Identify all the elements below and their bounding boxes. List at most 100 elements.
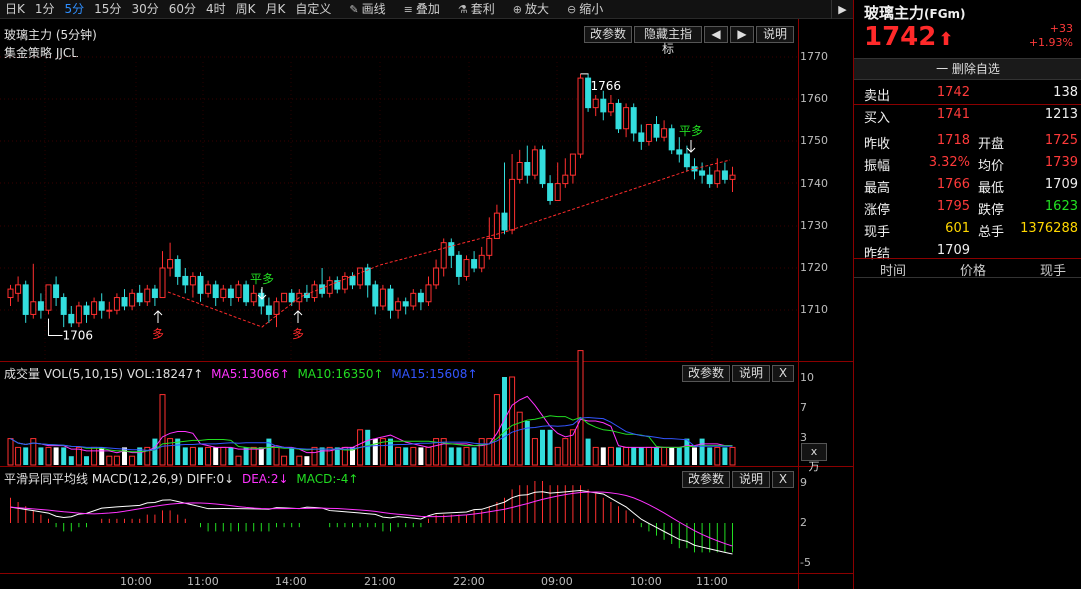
volume-bar bbox=[524, 421, 530, 465]
hide-main-indicator-button[interactable]: 隐藏主指标 bbox=[634, 26, 702, 56]
volume-bar bbox=[372, 438, 378, 465]
volume-bar bbox=[502, 377, 507, 465]
toolbar-item[interactable]: 60分 bbox=[164, 0, 201, 19]
volume-bar bbox=[654, 447, 659, 465]
candle-body bbox=[623, 107, 630, 130]
candle-body bbox=[250, 292, 257, 303]
last-price: 1742 ⬆ bbox=[864, 22, 953, 52]
quote-value: 1742 bbox=[936, 85, 970, 100]
quote-value: 1795 bbox=[936, 199, 970, 214]
quote-label: 昨收 bbox=[864, 137, 891, 152]
volume-bar bbox=[463, 446, 470, 466]
macd-help-button[interactable]: 说明 bbox=[732, 471, 770, 488]
tick-table-header: 时间 价格 现手 bbox=[854, 259, 1081, 279]
scroll-left-button[interactable]: ◀ bbox=[704, 26, 728, 43]
x-tick: 14:00 bbox=[275, 575, 307, 588]
high-price-label: 1766 bbox=[591, 79, 622, 93]
toolbar-more-arrow[interactable]: ▶ bbox=[831, 0, 853, 19]
quote-value: 1376288 bbox=[1020, 221, 1078, 236]
scroll-right-button[interactable]: ▶ bbox=[730, 26, 754, 43]
toolbar-item[interactable]: ⚗ 套利 bbox=[453, 0, 500, 19]
volume-bar bbox=[99, 447, 105, 465]
candle-body bbox=[630, 107, 637, 134]
volume-close-button[interactable]: X bbox=[772, 365, 794, 382]
candle-body bbox=[235, 284, 242, 299]
quote-value: 1709 bbox=[1044, 177, 1078, 192]
chart-canvas[interactable]: 1766 1706 多 平多多 平多 bbox=[0, 0, 798, 589]
volume-bar bbox=[478, 438, 485, 466]
volume-ma-line bbox=[10, 415, 733, 453]
toolbar-item[interactable]: 日K bbox=[0, 0, 30, 19]
kline-change-params-button[interactable]: 改参数 bbox=[584, 26, 632, 43]
volume-bar bbox=[714, 446, 721, 466]
candle-body bbox=[706, 174, 713, 185]
candle-body bbox=[167, 259, 174, 269]
toolbar-item[interactable]: 月K bbox=[261, 0, 291, 19]
toolbar-item[interactable]: 1分 bbox=[30, 0, 60, 19]
toolbar-item[interactable]: 5分 bbox=[60, 0, 90, 19]
quote-label: 现手 bbox=[864, 225, 891, 240]
candle-body bbox=[531, 149, 538, 176]
volume-bar bbox=[61, 447, 67, 465]
candle-body bbox=[493, 212, 500, 239]
macd-change-params-button[interactable]: 改参数 bbox=[682, 471, 730, 488]
quote-row: 振幅 3.32% 均价 1739 bbox=[854, 152, 1081, 174]
kline-y-tick: 1760 bbox=[800, 92, 828, 106]
candle-body bbox=[205, 284, 212, 294]
volume-bar bbox=[531, 438, 538, 466]
volume-bar bbox=[493, 394, 500, 466]
volume-bar bbox=[403, 447, 409, 465]
kline-help-button[interactable]: 说明 bbox=[756, 26, 794, 43]
quote-label: 买入 bbox=[864, 111, 891, 126]
remove-watchlist-button[interactable]: 一 删除自选 bbox=[854, 58, 1081, 80]
volume-bar bbox=[722, 447, 728, 465]
volume-bar bbox=[258, 447, 264, 465]
quote-value: 1725 bbox=[1044, 133, 1078, 148]
price-change-pct: +1.93% bbox=[1028, 36, 1073, 49]
quote-row: 最高 1766 最低 1709 bbox=[854, 174, 1081, 196]
toolbar-item[interactable]: 自定义 bbox=[290, 0, 336, 19]
tick-header-time: 时间 bbox=[880, 264, 907, 279]
quote-row: 现手 601 总手 1376288 bbox=[854, 218, 1081, 240]
candle-body bbox=[357, 267, 364, 286]
volume-bar bbox=[661, 446, 668, 466]
quote-value: 1623 bbox=[1044, 199, 1078, 214]
toolbar-item[interactable]: 30分 bbox=[126, 0, 163, 19]
toolbar-item[interactable]: ≡ 叠加 bbox=[399, 0, 445, 19]
volume-bar bbox=[167, 438, 174, 466]
candle-body bbox=[683, 153, 690, 168]
volume-change-params-button[interactable]: 改参数 bbox=[682, 365, 730, 382]
quote-label: 最高 bbox=[864, 181, 891, 196]
quote-value: 1709 bbox=[936, 243, 970, 258]
macd-close-button[interactable]: X bbox=[772, 471, 794, 488]
x-tick: 10:00 bbox=[630, 575, 662, 588]
candle-body bbox=[106, 309, 113, 312]
toolbar-item[interactable]: ✎ 画线 bbox=[344, 0, 390, 19]
volume-bar bbox=[699, 438, 705, 465]
volume-unit-badge: x万 bbox=[801, 443, 827, 473]
candle-body bbox=[455, 254, 462, 277]
candle-body bbox=[265, 305, 272, 315]
candle-body bbox=[334, 280, 341, 290]
up-arrow-icon: ⬆ bbox=[938, 29, 954, 50]
quote-label: 涨停 bbox=[864, 203, 891, 218]
volume-bar bbox=[638, 447, 644, 465]
quote-panel: 玻璃主力(FGm) 1742 ⬆ +33 +1.93% 一 删除自选 卖出 1742… bbox=[853, 0, 1081, 589]
signal-arrow-icon bbox=[257, 287, 267, 300]
candle-body bbox=[182, 275, 189, 286]
volume-bar bbox=[106, 455, 113, 466]
candle-body bbox=[433, 267, 440, 286]
volume-bar bbox=[562, 438, 569, 466]
volume-bar bbox=[122, 447, 127, 465]
x-tick: 11:00 bbox=[187, 575, 219, 588]
toolbar-item[interactable]: 15分 bbox=[89, 0, 126, 19]
toolbar-item[interactable]: 周K bbox=[231, 0, 261, 19]
candle-body bbox=[319, 284, 326, 294]
candle-body bbox=[22, 284, 29, 315]
toolbar-item[interactable]: 4时 bbox=[201, 0, 231, 19]
volume-help-button[interactable]: 说明 bbox=[732, 365, 770, 382]
quote-value: 1739 bbox=[1044, 155, 1078, 170]
candle-body bbox=[585, 77, 592, 109]
toolbar-item[interactable]: ⊕ 放大 bbox=[508, 0, 554, 19]
toolbar-item[interactable]: ⊖ 缩小 bbox=[562, 0, 608, 19]
